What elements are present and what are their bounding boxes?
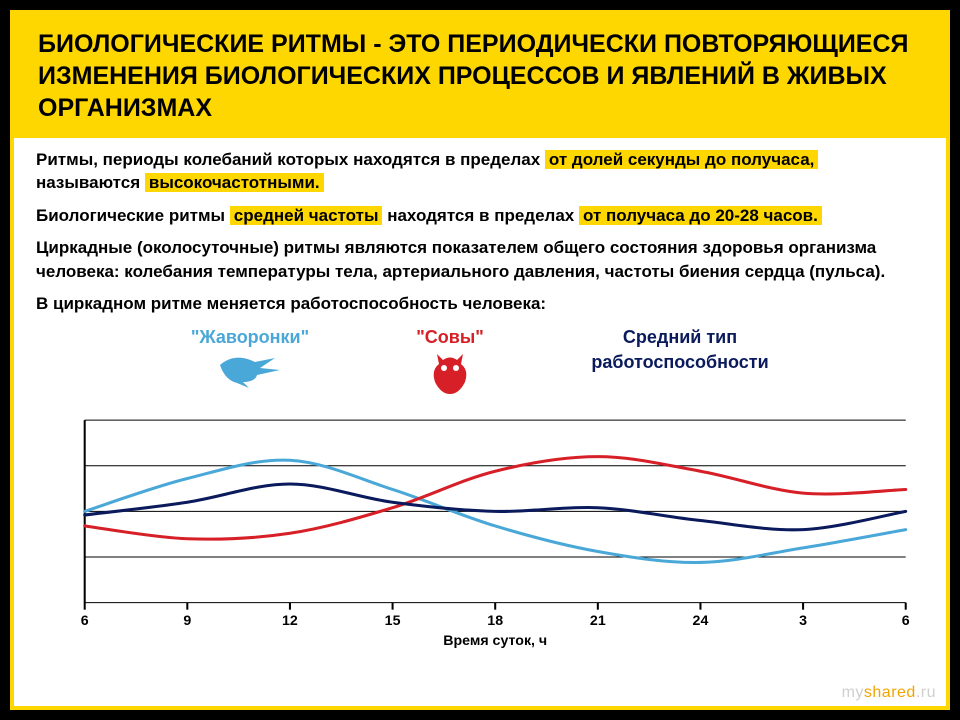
svg-text:6: 6 [81, 613, 89, 629]
legend-avg: Средний тип работоспособности [575, 325, 785, 375]
svg-text:15: 15 [385, 613, 401, 629]
p2-h1: средней частоты [230, 206, 383, 225]
paragraph-4: В циркадном ритме меняется работоспособн… [36, 292, 924, 315]
svg-text:6: 6 [902, 613, 910, 629]
legend-owls: "Совы" [375, 325, 525, 403]
svg-text:9: 9 [183, 613, 191, 629]
svg-text:21: 21 [590, 613, 606, 629]
owl-icon [423, 350, 477, 396]
svg-text:24: 24 [693, 613, 709, 629]
svg-text:3: 3 [799, 613, 807, 629]
main-title: БИОЛОГИЧЕСКИЕ РИТМЫ - ЭТО ПЕРИОДИЧЕСКИ П… [38, 30, 909, 122]
wm-2: shared [864, 684, 916, 701]
p1-h1: от долей секунды до получаса, [545, 150, 818, 169]
paragraph-1: Ритмы, периоды колебаний которых находят… [36, 148, 924, 195]
chart-container: 6 9 12 15 18 21 24 3 6 Время суток, ч [14, 410, 946, 657]
svg-text:18: 18 [487, 613, 503, 629]
p2-h2: от получаса до 20-28 часов. [579, 206, 822, 225]
legend-larks-label: "Жаворонки" [175, 325, 325, 350]
slide: БИОЛОГИЧЕСКИЕ РИТМЫ - ЭТО ПЕРИОДИЧЕСКИ П… [10, 10, 950, 710]
paragraph-2: Биологические ритмы средней частоты нахо… [36, 204, 924, 227]
legend-row: "Жаворонки" "Совы" Средний тип работоспо… [36, 325, 924, 403]
svg-text:12: 12 [282, 613, 298, 629]
biorhythm-chart: 6 9 12 15 18 21 24 3 6 Время суток, ч [34, 410, 926, 653]
lark-icon [215, 350, 285, 390]
watermark: myshared.ru [842, 684, 936, 702]
legend-owls-label: "Совы" [375, 325, 525, 350]
content-block: Ритмы, периоды колебаний которых находят… [14, 138, 946, 410]
title-block: БИОЛОГИЧЕСКИЕ РИТМЫ - ЭТО ПЕРИОДИЧЕСКИ П… [14, 14, 946, 138]
p1-h2: высокочастотными. [145, 173, 324, 192]
p1-t2: называются [36, 173, 145, 192]
wm-3: .ru [916, 684, 936, 701]
p1-t1: Ритмы, периоды колебаний которых находят… [36, 150, 545, 169]
wm-1: my [842, 684, 864, 701]
paragraph-3: Циркадные (околосуточные) ритмы являются… [36, 236, 924, 283]
p2-t1: Биологические ритмы [36, 206, 230, 225]
svg-text:Время суток, ч: Время суток, ч [443, 634, 547, 650]
legend-larks: "Жаворонки" [175, 325, 325, 397]
legend-avg-l1: Средний тип [575, 325, 785, 350]
legend-avg-l2: работоспособности [575, 350, 785, 375]
p2-t2: находятся в пределах [387, 206, 579, 225]
